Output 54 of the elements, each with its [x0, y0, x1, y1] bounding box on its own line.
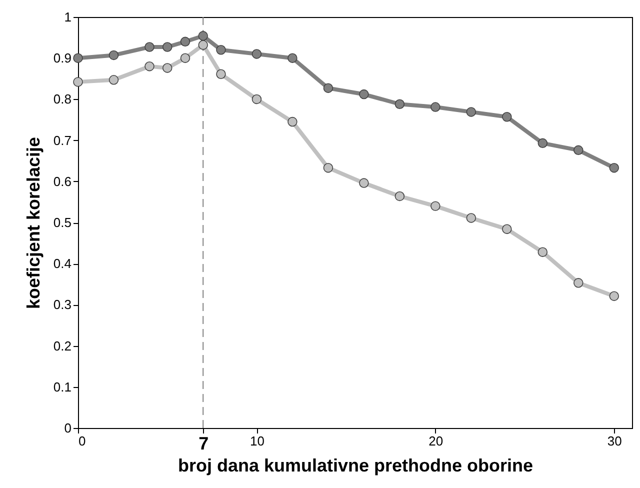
point [430, 102, 440, 112]
x-tick-label: 30 [607, 434, 622, 448]
point [394, 99, 405, 109]
point [198, 31, 208, 41]
y-tick-label: 0.7 [53, 132, 72, 148]
point [359, 178, 369, 188]
point [252, 49, 262, 59]
point [288, 116, 298, 127]
point [108, 50, 119, 60]
point [430, 201, 440, 211]
point [108, 75, 119, 85]
point [502, 224, 512, 234]
x-tick-label: 0 [78, 434, 86, 448]
x-tick-label: 7 [198, 434, 209, 454]
point [288, 53, 298, 63]
point [538, 247, 548, 257]
point [466, 107, 476, 117]
y-axis-title: koeficjent korelacije [23, 136, 44, 310]
y-tick-label: 0.5 [53, 215, 72, 230]
point [73, 77, 83, 87]
point [394, 191, 405, 202]
point [574, 278, 584, 288]
y-tick-label: 0.1 [53, 379, 72, 394]
point [216, 45, 226, 55]
x-axis-title: broj dana kumulativne prethodne oborine [178, 456, 534, 476]
y-tick-label: 0 [64, 420, 72, 436]
y-tick-label: 1 [64, 10, 72, 24]
point [198, 40, 208, 50]
point [73, 53, 83, 63]
y-tick-label: 0.9 [53, 50, 72, 66]
point [359, 89, 369, 100]
point [538, 138, 548, 148]
x-tick-label: 20 [428, 434, 444, 448]
point [502, 112, 512, 122]
point [323, 83, 334, 93]
point [144, 42, 154, 52]
y-tick-label: 0.8 [53, 92, 72, 107]
point [323, 162, 334, 173]
y-tick-label: 0.3 [53, 297, 72, 312]
point [180, 36, 190, 47]
point [466, 213, 476, 223]
x-tick-label: 10 [250, 434, 264, 448]
point [216, 69, 226, 79]
point [162, 42, 172, 52]
point [252, 94, 262, 104]
y-tick-label: 0.6 [53, 174, 72, 189]
point [144, 61, 154, 72]
point [609, 291, 619, 301]
y-tick-label: 0.4 [53, 256, 72, 272]
point [574, 145, 584, 156]
y-tick-label: 0.2 [53, 338, 72, 354]
point [180, 53, 190, 63]
point [609, 162, 619, 173]
point [162, 63, 172, 73]
